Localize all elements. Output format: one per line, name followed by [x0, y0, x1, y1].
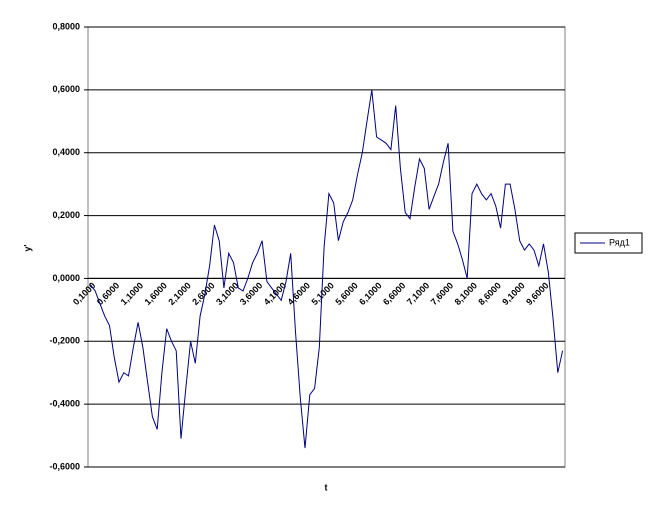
x-tick-label: 0,6000: [95, 280, 122, 307]
y-tick-label: -0,2000: [49, 336, 80, 346]
x-tick-label: 1,6000: [142, 280, 169, 307]
y-tick-label: 0,4000: [52, 147, 80, 157]
x-tick-label: 7,1000: [405, 280, 432, 307]
line-series: [90, 89, 564, 449]
y-tick-label: -0,4000: [49, 399, 80, 409]
y-tick-label: 0,8000: [52, 21, 80, 31]
x-tick-label: 4,1000: [262, 280, 289, 307]
y-tick-label: 0,2000: [52, 210, 80, 220]
x-axis-title: t: [325, 482, 328, 492]
y-tick-label: 0,0000: [52, 273, 80, 283]
x-tick-label: 7,6000: [429, 280, 456, 307]
x-tick-label: 6,6000: [381, 280, 408, 307]
x-tick-label: 8,6000: [476, 280, 503, 307]
x-tick-label: 5,6000: [333, 280, 360, 307]
x-tick-label: 1,1000: [119, 280, 146, 307]
legend: [574, 232, 643, 254]
y-tick-label: 0,6000: [52, 84, 80, 94]
x-tick-label: 4,6000: [286, 280, 313, 307]
x-tick-label: 2,1000: [166, 280, 193, 307]
x-tick-label: 8,1000: [453, 280, 480, 307]
x-tick-label: 9,1000: [500, 280, 527, 307]
x-tick-label: 0,1000: [71, 280, 98, 307]
y-axis-title: y': [22, 244, 32, 251]
x-tick-label: 9,6000: [524, 280, 551, 307]
x-tick-label: 6,1000: [357, 280, 384, 307]
x-tick-label: 3,6000: [238, 280, 265, 307]
legend-label: Ряд1: [609, 237, 630, 247]
y-tick-label: -0,6000: [49, 461, 80, 471]
x-tick-label: 3,1000: [214, 280, 241, 307]
